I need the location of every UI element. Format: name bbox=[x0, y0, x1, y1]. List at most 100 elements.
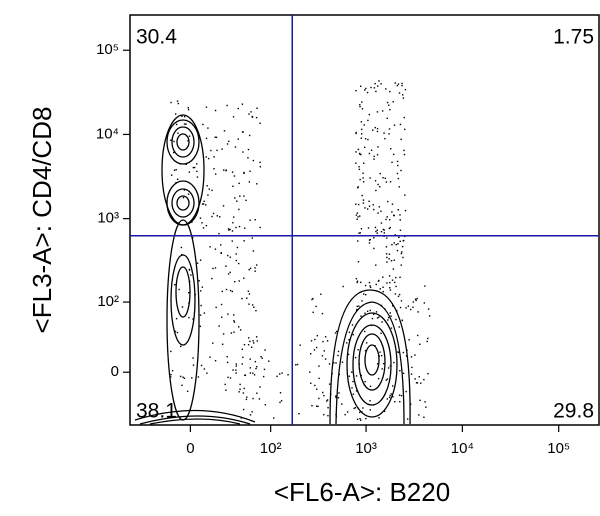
event-dot bbox=[236, 246, 239, 249]
event-dot bbox=[401, 251, 403, 253]
y-axis-label: <FL3-A>: CD4/CD8 bbox=[27, 107, 57, 334]
event-dot bbox=[249, 358, 251, 360]
event-dot bbox=[242, 151, 244, 153]
event-dot bbox=[414, 378, 416, 380]
event-dot bbox=[397, 295, 400, 298]
event-dot bbox=[389, 108, 391, 111]
event-dot bbox=[192, 364, 195, 366]
event-dot bbox=[225, 288, 228, 291]
event-dot bbox=[248, 303, 250, 305]
event-dot bbox=[214, 173, 217, 175]
event-dot bbox=[360, 374, 362, 377]
event-dot bbox=[360, 153, 362, 156]
event-dot bbox=[205, 204, 207, 206]
event-dot bbox=[370, 86, 372, 89]
event-dot bbox=[426, 340, 428, 343]
event-dot bbox=[190, 274, 192, 276]
event-dot bbox=[394, 281, 396, 284]
event-dot bbox=[187, 140, 189, 142]
event-dot bbox=[360, 228, 363, 230]
event-dot bbox=[326, 340, 329, 342]
event-dot bbox=[389, 394, 391, 397]
event-dot bbox=[414, 298, 417, 300]
event-dot bbox=[251, 304, 254, 306]
event-dot bbox=[173, 140, 175, 143]
event-dot bbox=[389, 287, 391, 289]
event-dot bbox=[400, 252, 403, 255]
event-dot bbox=[212, 342, 214, 344]
event-dot bbox=[314, 338, 316, 341]
event-dot bbox=[388, 104, 390, 106]
event-dot bbox=[254, 270, 256, 272]
event-dot bbox=[185, 163, 187, 166]
event-dot bbox=[258, 398, 261, 400]
event-dot bbox=[225, 389, 227, 391]
event-dot bbox=[211, 277, 213, 280]
event-dot bbox=[396, 249, 399, 252]
event-dot bbox=[377, 183, 379, 186]
event-dot bbox=[188, 291, 190, 294]
event-dot bbox=[423, 378, 425, 381]
event-dot bbox=[398, 326, 400, 328]
event-dot bbox=[379, 288, 382, 290]
event-dot bbox=[233, 314, 235, 316]
event-dot bbox=[360, 315, 362, 317]
event-dot bbox=[174, 330, 177, 333]
event-dot bbox=[388, 258, 390, 260]
event-dot bbox=[247, 290, 250, 292]
event-dot bbox=[313, 349, 316, 351]
event-dot bbox=[181, 115, 183, 118]
event-dot bbox=[227, 376, 229, 379]
event-dot bbox=[362, 162, 365, 164]
event-dot bbox=[182, 196, 185, 199]
event-dot bbox=[394, 234, 396, 236]
event-dot bbox=[390, 393, 392, 395]
event-dot bbox=[403, 153, 406, 156]
event-dot bbox=[227, 273, 230, 275]
event-dot bbox=[355, 89, 357, 92]
event-dot bbox=[171, 370, 174, 372]
event-dot bbox=[388, 396, 391, 399]
event-dot bbox=[401, 82, 403, 85]
event-dot bbox=[364, 138, 367, 140]
contour bbox=[166, 180, 200, 226]
event-dot bbox=[311, 298, 313, 301]
event-dot bbox=[362, 172, 364, 174]
event-dot bbox=[373, 237, 375, 239]
event-dot bbox=[255, 264, 258, 266]
event-dot bbox=[221, 316, 223, 318]
event-dot bbox=[318, 365, 320, 367]
event-dot bbox=[248, 181, 251, 183]
event-dot bbox=[315, 405, 318, 407]
event-dot bbox=[381, 368, 383, 370]
event-dot bbox=[249, 367, 252, 369]
event-dot bbox=[261, 357, 263, 359]
event-dot bbox=[372, 129, 374, 131]
contour bbox=[166, 119, 200, 165]
event-dot bbox=[192, 166, 194, 169]
event-dot bbox=[335, 362, 337, 364]
event-dot bbox=[239, 195, 241, 197]
event-dot bbox=[400, 264, 402, 266]
event-dot bbox=[357, 203, 360, 206]
event-dot bbox=[243, 240, 245, 242]
event-dot bbox=[251, 115, 253, 118]
event-dot bbox=[253, 374, 256, 376]
event-dot bbox=[206, 185, 208, 187]
event-dot bbox=[199, 217, 202, 219]
event-dot bbox=[254, 219, 256, 221]
event-dot bbox=[259, 122, 261, 124]
event-dot bbox=[358, 152, 361, 155]
event-dot bbox=[281, 372, 283, 374]
event-dot bbox=[419, 343, 421, 345]
event-dot bbox=[387, 200, 389, 203]
event-dot bbox=[245, 398, 248, 401]
event-dot bbox=[356, 280, 359, 282]
event-dot bbox=[196, 170, 198, 173]
event-dot bbox=[399, 214, 401, 216]
event-dot bbox=[399, 276, 401, 279]
event-dot bbox=[368, 152, 371, 155]
event-dot bbox=[246, 297, 248, 299]
contour bbox=[171, 126, 195, 158]
event-dot bbox=[396, 172, 399, 175]
